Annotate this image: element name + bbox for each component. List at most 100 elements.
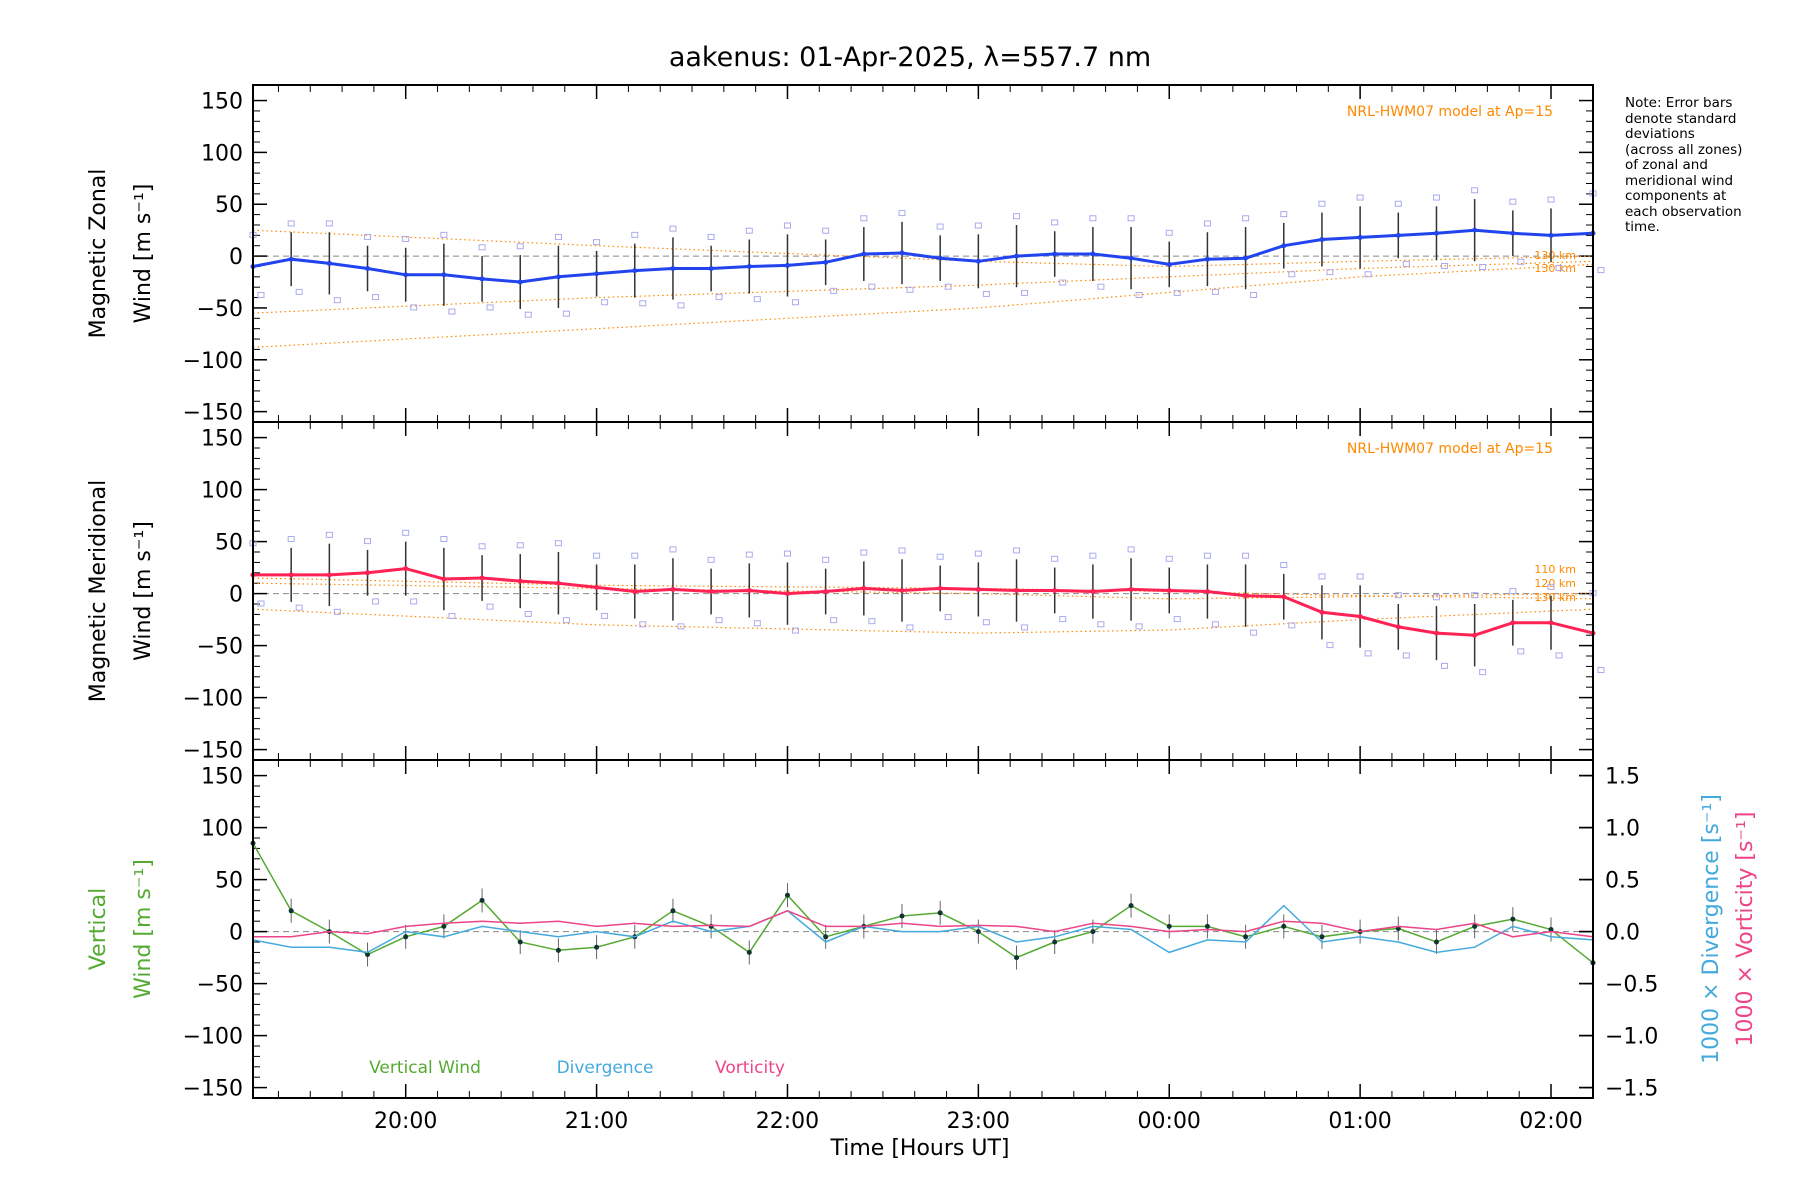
zone-marker (448, 612, 456, 619)
data-point (441, 272, 447, 278)
zone-marker (868, 283, 876, 290)
zone-marker (906, 286, 914, 293)
data-point (288, 572, 294, 578)
zone-marker (974, 550, 982, 557)
zone-marker (440, 231, 448, 238)
zone-marker (257, 600, 265, 607)
data-point (1204, 589, 1210, 595)
series-line-divergence (252, 904, 1594, 954)
data-point (1281, 243, 1287, 249)
zone-marker (1432, 194, 1440, 201)
zone-marker (1364, 650, 1372, 657)
y-tick-label: −50 (197, 635, 243, 660)
zone-marker (753, 296, 761, 303)
data-point (1319, 609, 1325, 615)
model-altitude-label: 110 km (1534, 563, 1576, 576)
zone-marker (1165, 555, 1173, 562)
zone-marker (372, 598, 380, 605)
zone-marker (715, 617, 723, 624)
zone-marker (1173, 289, 1181, 296)
zone-marker (1013, 547, 1021, 554)
zone-marker (333, 297, 341, 304)
x-axis-label: Time [Hours UT] (830, 1136, 1010, 1161)
zone-marker (562, 310, 570, 317)
data-point (899, 587, 905, 593)
zone-marker (1097, 621, 1105, 628)
zone-marker (745, 551, 753, 558)
data-point (1433, 230, 1439, 236)
data-point (1014, 955, 1020, 961)
y-tick-label: 100 (201, 141, 243, 166)
y-axis-title-line1: Vertical (86, 888, 111, 970)
zone-marker (295, 288, 303, 295)
zone-marker (1288, 622, 1296, 629)
zone-marker (516, 243, 524, 250)
zone-marker (257, 291, 265, 298)
zone-marker (898, 210, 906, 217)
data-point (517, 939, 523, 945)
zone-marker (554, 540, 562, 547)
panel-meridional: 150 100 50 0 −50 −100 −150 Magnetic Meridional W… (86, 421, 1605, 764)
y-axis-title-line1: Magnetic Meridional (86, 480, 111, 702)
zone-marker (944, 614, 952, 621)
right-y-tick-label: −1.0 (1605, 1025, 1658, 1050)
panel-vertical: 150 100 50 0 −50 −100 −150 20:00 21:00 22:00 23:00… (86, 759, 1758, 1134)
data-point (1510, 916, 1516, 922)
data-point (861, 251, 867, 257)
zone-marker (1059, 616, 1067, 623)
x-tick-label: 02:00 (1519, 1109, 1582, 1134)
zone-marker (440, 536, 448, 543)
zone-marker (944, 283, 952, 290)
model-line (252, 260, 1594, 314)
panel-zonal: 150 100 50 0 −50 −100 −150 Magnetic Zonal Wind [… (86, 84, 1605, 426)
zone-marker (372, 294, 380, 301)
zone-marker (822, 227, 830, 234)
zone-marker (974, 222, 982, 229)
zone-marker (287, 536, 295, 543)
data-point (746, 587, 752, 593)
right-axis-title-divergence: 1000 × Divergence [s⁻¹] (1699, 794, 1724, 1064)
zone-marker (783, 222, 791, 229)
zone-marker (1203, 552, 1211, 559)
zone-marker (295, 604, 303, 611)
zone-marker (601, 612, 609, 619)
data-point (823, 259, 829, 265)
data-point (1014, 253, 1020, 259)
y-tick-label: −50 (197, 973, 243, 998)
data-point (708, 266, 714, 272)
y-tick-label: −50 (197, 297, 243, 322)
zone-marker (478, 543, 486, 550)
data-point (937, 585, 943, 591)
y-tick-label: −100 (183, 1025, 243, 1050)
zone-marker (1089, 552, 1097, 559)
right-y-tick-label: 0.5 (1605, 869, 1640, 894)
data-point (1204, 256, 1210, 262)
zone-marker (1479, 263, 1487, 270)
data-point (1395, 232, 1401, 238)
model-altitude-label: 120 km (1534, 577, 1576, 590)
zone-marker (707, 556, 715, 563)
data-point (1090, 251, 1096, 257)
data-point (403, 934, 409, 940)
zone-marker (1555, 265, 1563, 272)
data-point (1472, 923, 1478, 929)
zone-marker (753, 620, 761, 627)
zone-marker (601, 299, 609, 306)
right-y-tick-label: 1.0 (1605, 817, 1640, 842)
zone-marker (982, 619, 990, 626)
zone-marker (936, 223, 944, 230)
data-point (326, 260, 332, 266)
zone-marker (1280, 211, 1288, 218)
zone-marker (906, 624, 914, 631)
zone-marker (1432, 594, 1440, 601)
y-tick-label: 0 (229, 921, 243, 946)
zone-marker (1555, 652, 1563, 659)
zone-marker (325, 220, 333, 227)
right-y-tick-label: −0.5 (1605, 973, 1658, 998)
zone-marker (1242, 215, 1250, 222)
data-point (708, 589, 714, 595)
x-tick-label: 20:00 (374, 1109, 437, 1134)
zone-marker (1211, 621, 1219, 628)
data-point (1090, 929, 1096, 935)
data-point (594, 271, 600, 277)
